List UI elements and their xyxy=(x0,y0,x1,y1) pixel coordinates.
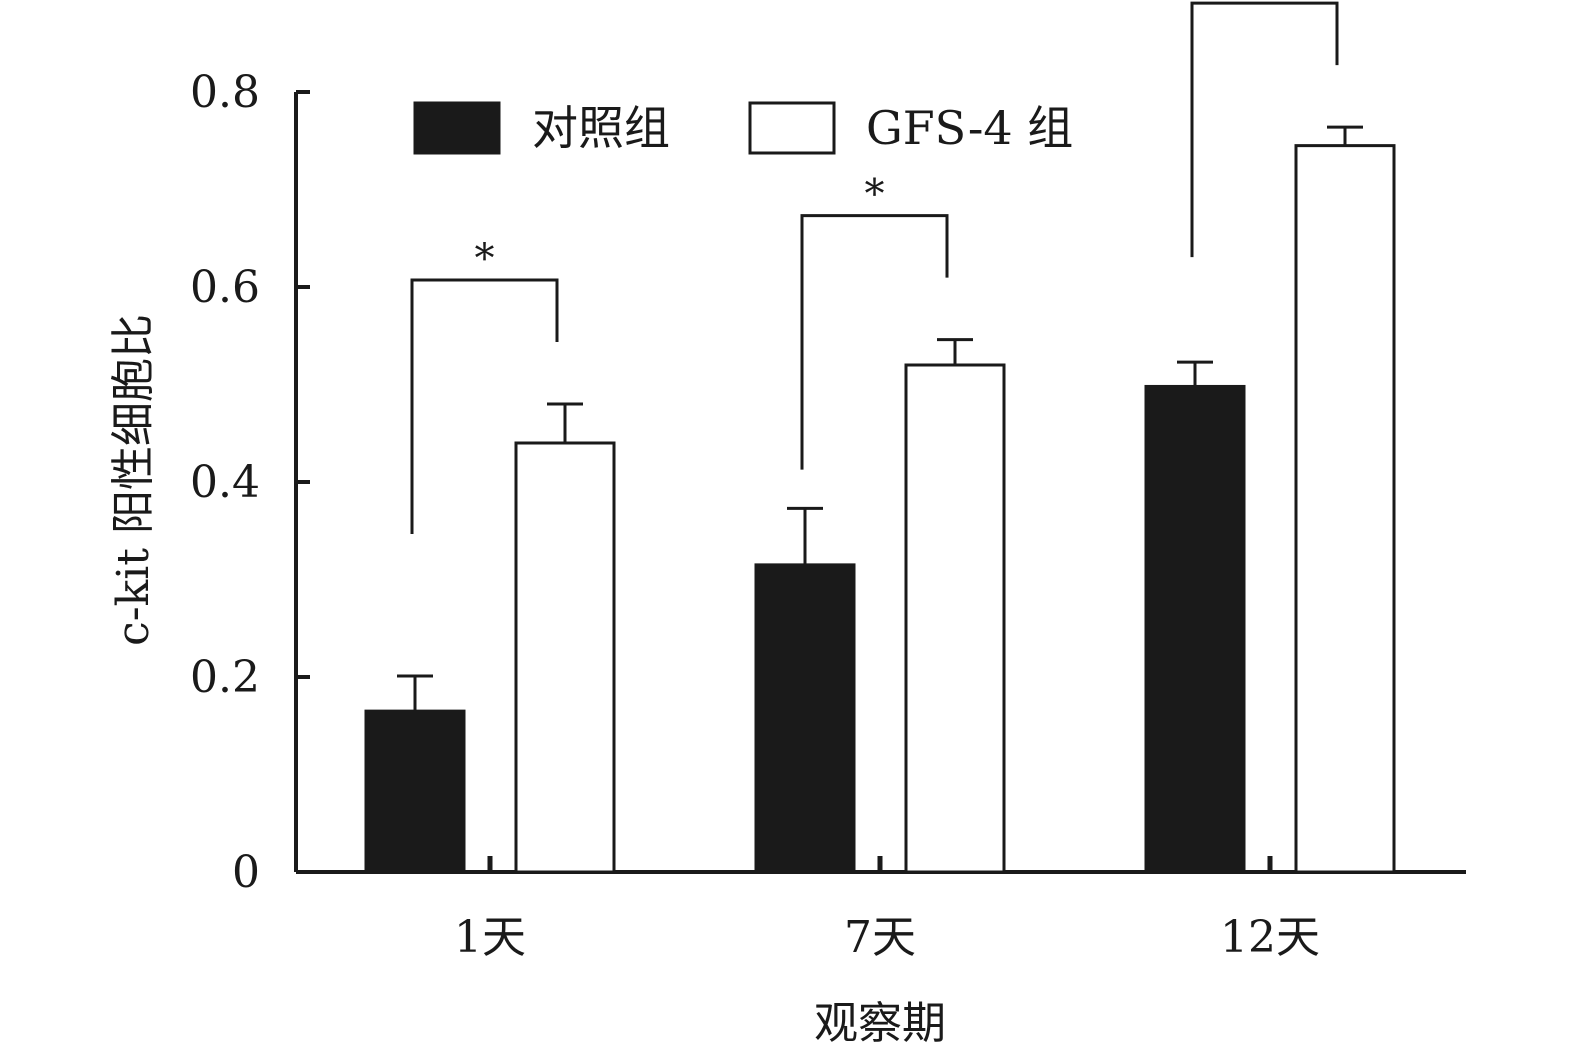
legend: 对照组 GFS-4 组 xyxy=(413,101,1073,155)
x-tick-label: 7天 xyxy=(844,912,916,963)
legend-swatch xyxy=(748,101,836,155)
y-tick-label: 0.8 xyxy=(190,67,260,118)
y-ticks: 0 0.2 0.4 0.6 0.8 1天 7天 12天 xyxy=(190,67,1320,963)
significance-star: * xyxy=(865,172,885,218)
significance-star: * xyxy=(475,236,495,282)
bar-gfs4 xyxy=(1294,144,1396,874)
bars xyxy=(364,125,1396,874)
bar-control xyxy=(1144,384,1246,874)
significance-bracket xyxy=(800,214,949,470)
bar-control xyxy=(364,709,466,874)
y-axis-label: c-kit 阳性细胞比 xyxy=(108,314,159,646)
x-axis-label: 观察期 xyxy=(814,998,946,1049)
bar-control xyxy=(754,563,856,874)
bar-gfs4 xyxy=(514,441,616,874)
y-tick-label: 0.4 xyxy=(190,457,260,508)
x-tick-label: 12天 xyxy=(1220,912,1320,963)
legend-swatch xyxy=(413,101,501,155)
significance-brackets: * * * xyxy=(410,0,1339,534)
y-tick-label: 0.6 xyxy=(190,262,260,313)
bar-gfs4 xyxy=(904,363,1006,874)
legend-label: GFS-4 组 xyxy=(866,101,1073,155)
y-tick-label: 0.2 xyxy=(190,652,260,703)
significance-bracket xyxy=(410,278,559,534)
legend-label: 对照组 xyxy=(532,101,670,155)
significance-star: * xyxy=(1255,0,1275,5)
significance-bracket xyxy=(1190,1,1339,258)
x-tick-label: 1天 xyxy=(454,912,526,963)
y-tick-label: 0 xyxy=(232,847,260,898)
